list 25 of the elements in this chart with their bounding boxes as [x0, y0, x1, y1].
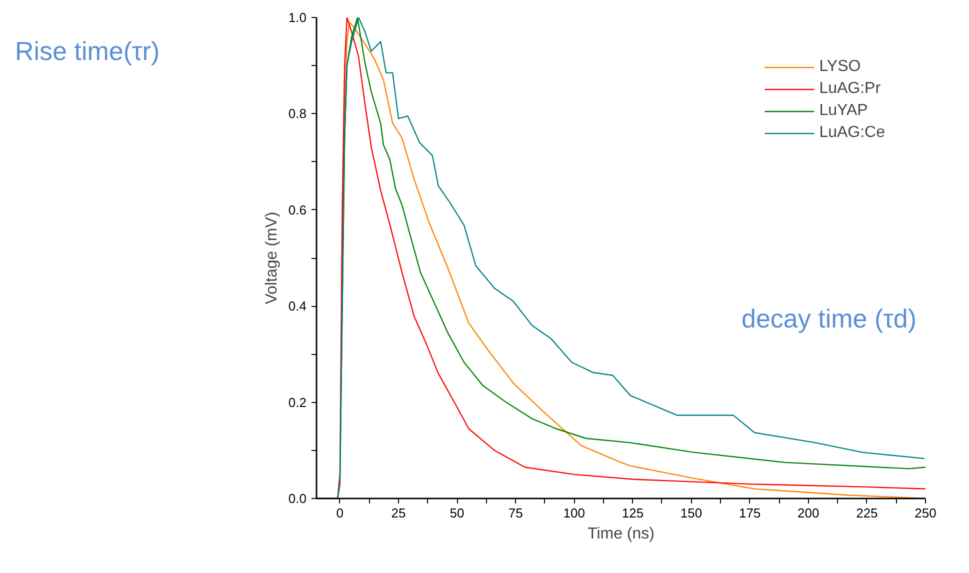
y-tick-label: 0.6 [288, 202, 307, 218]
legend-label: LYSO [819, 57, 861, 77]
x-tick-label: 0 [336, 506, 344, 520]
x-tick-label: 150 [680, 506, 702, 520]
y-tick-label: 0.4 [288, 298, 307, 314]
x-axis-title: Time (ns) [588, 526, 654, 542]
x-tick-label: 100 [563, 506, 586, 520]
legend-label: LuYAP [819, 101, 868, 121]
x-tick-label: 250 [914, 506, 936, 520]
y-axis-title: Voltage (mV) [263, 212, 280, 304]
y-tick-label: 0.8 [288, 106, 307, 122]
x-tick-label: 125 [622, 506, 644, 520]
y-tick-label: 0.0 [288, 491, 307, 506]
text: Rise time(τr) [15, 35, 160, 68]
x-tick-label: 225 [856, 506, 878, 520]
y-tick-label: 0.2 [288, 394, 307, 410]
x-tick-label: 75 [508, 506, 523, 520]
legend-label: LuAG:Ce [819, 123, 885, 143]
x-tick-label: 175 [738, 506, 761, 520]
annotation: decay time (τd) [742, 304, 917, 334]
x-tick-label: 25 [391, 506, 406, 520]
legend-label: LuAG:Pr [819, 79, 881, 99]
x-tick-label: 50 [450, 506, 464, 520]
x-tick-label: 200 [798, 506, 820, 520]
y-tick-label: 1.0 [288, 10, 307, 25]
